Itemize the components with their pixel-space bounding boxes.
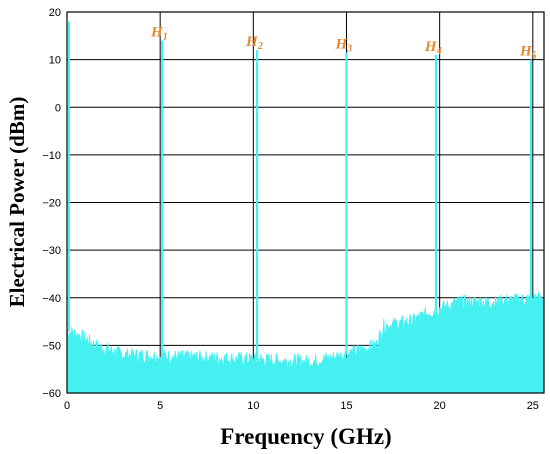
ticks: 0 5 10 15 20 25 20 10 0 −10 −20 −30 −40 −50 −60 [42, 7, 539, 412]
harmonic-annotations: H1 H2 H3 H4 H5 [150, 25, 537, 62]
y-tick-label: −50 [42, 340, 61, 352]
x-tick-label: 10 [247, 400, 259, 412]
y-tick-label: −10 [42, 150, 61, 162]
x-axis-title: Frequency (GHz) [220, 424, 391, 449]
x-tick-label: 0 [64, 400, 70, 412]
x-tick-label: 25 [527, 400, 539, 412]
y-axis-title: Electrical Power (dBm) [5, 97, 29, 308]
y-tick-label: −30 [42, 245, 61, 257]
noise-floor-area [66, 291, 545, 394]
series-area [66, 21, 545, 394]
x-tick-label: 20 [434, 400, 446, 412]
plot-frame [66, 11, 545, 394]
y-tick-label: −60 [42, 388, 61, 400]
y-tick-label: 20 [49, 7, 61, 19]
y-tick-label: 0 [55, 102, 61, 114]
plot-border [66, 11, 545, 394]
x-tick-label: 15 [340, 400, 352, 412]
y-tick-label: −20 [42, 198, 61, 210]
y-tick-label: 10 [49, 55, 61, 67]
x-tick-label: 5 [157, 400, 163, 412]
y-tick-label: −40 [42, 293, 61, 305]
